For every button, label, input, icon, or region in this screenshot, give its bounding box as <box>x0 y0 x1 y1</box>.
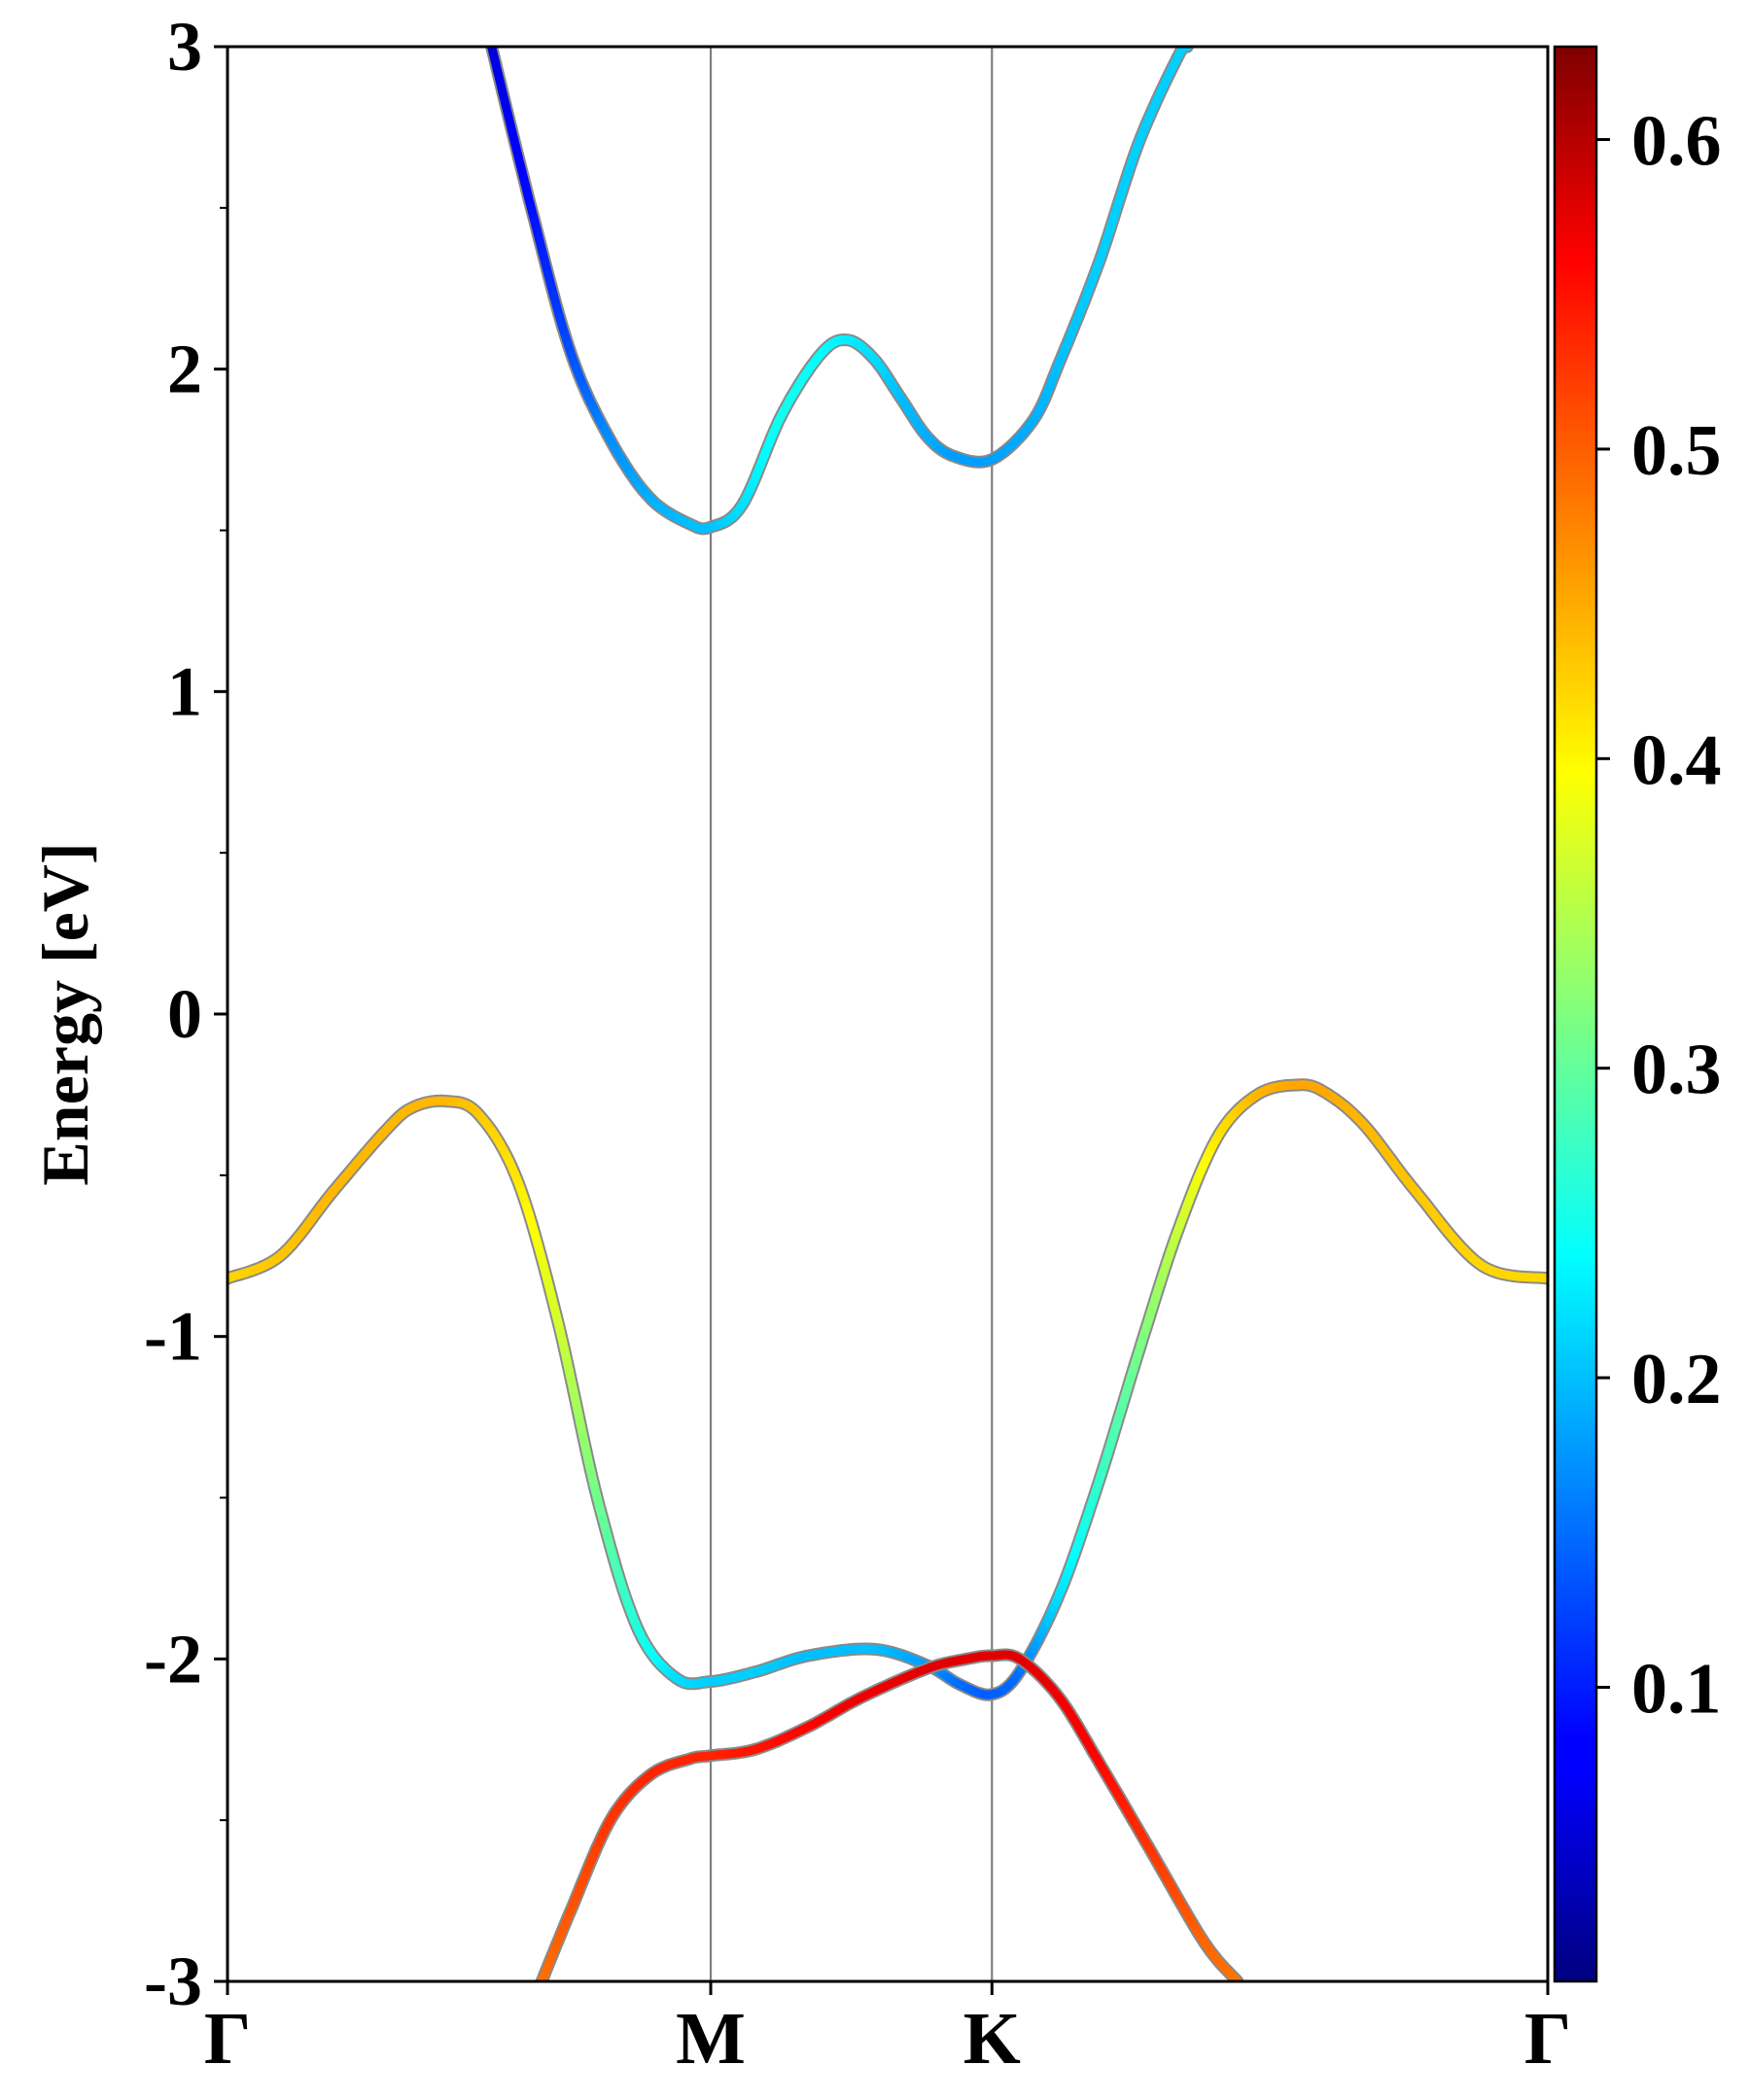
colorbar-ticks: 0.1 0.2 0.3 0.4 0.5 0.6 <box>1596 102 1722 1730</box>
colorbar-tick-label: 0.6 <box>1631 102 1722 182</box>
band-lines <box>228 47 1548 1981</box>
colorbar-tick-label: 0.3 <box>1631 1031 1722 1110</box>
kpoint-label: Γ <box>1524 1998 1571 2080</box>
colorbar-tick-label: 0.5 <box>1631 411 1722 491</box>
y-tick-label: -3 <box>144 1942 202 2020</box>
band-series-valence-band-2 <box>535 1648 1244 1981</box>
colorbar-tick-label: 0.2 <box>1631 1340 1722 1419</box>
y-tick-label: 3 <box>167 8 202 86</box>
y-tick-label: 2 <box>167 331 202 408</box>
band-outline-valence-band-1 <box>228 1078 1548 1701</box>
kpoint-label: Γ <box>204 1998 251 2080</box>
colorbar-tick-label: 0.1 <box>1631 1650 1722 1730</box>
y-tick-label: 0 <box>167 975 202 1053</box>
band-series-valence-band-1 <box>228 1078 1548 1701</box>
y-ticks: 3 2 1 0 -1 -2 -3 <box>144 8 228 2020</box>
y-tick-label: -1 <box>144 1298 202 1376</box>
y-tick-label: 1 <box>167 652 202 730</box>
kpoint-label: M <box>676 1998 746 2080</box>
band-outline-conduction-band <box>485 47 1194 536</box>
colorbar-tick-label: 0.4 <box>1631 720 1722 800</box>
y-tick-label: -2 <box>144 1620 202 1698</box>
kpoint-label: K <box>963 1998 1021 2080</box>
band-series-conduction-band <box>485 47 1194 536</box>
y-axis-label: Energy [eV] <box>28 842 102 1185</box>
colorbar <box>1553 45 1598 1983</box>
